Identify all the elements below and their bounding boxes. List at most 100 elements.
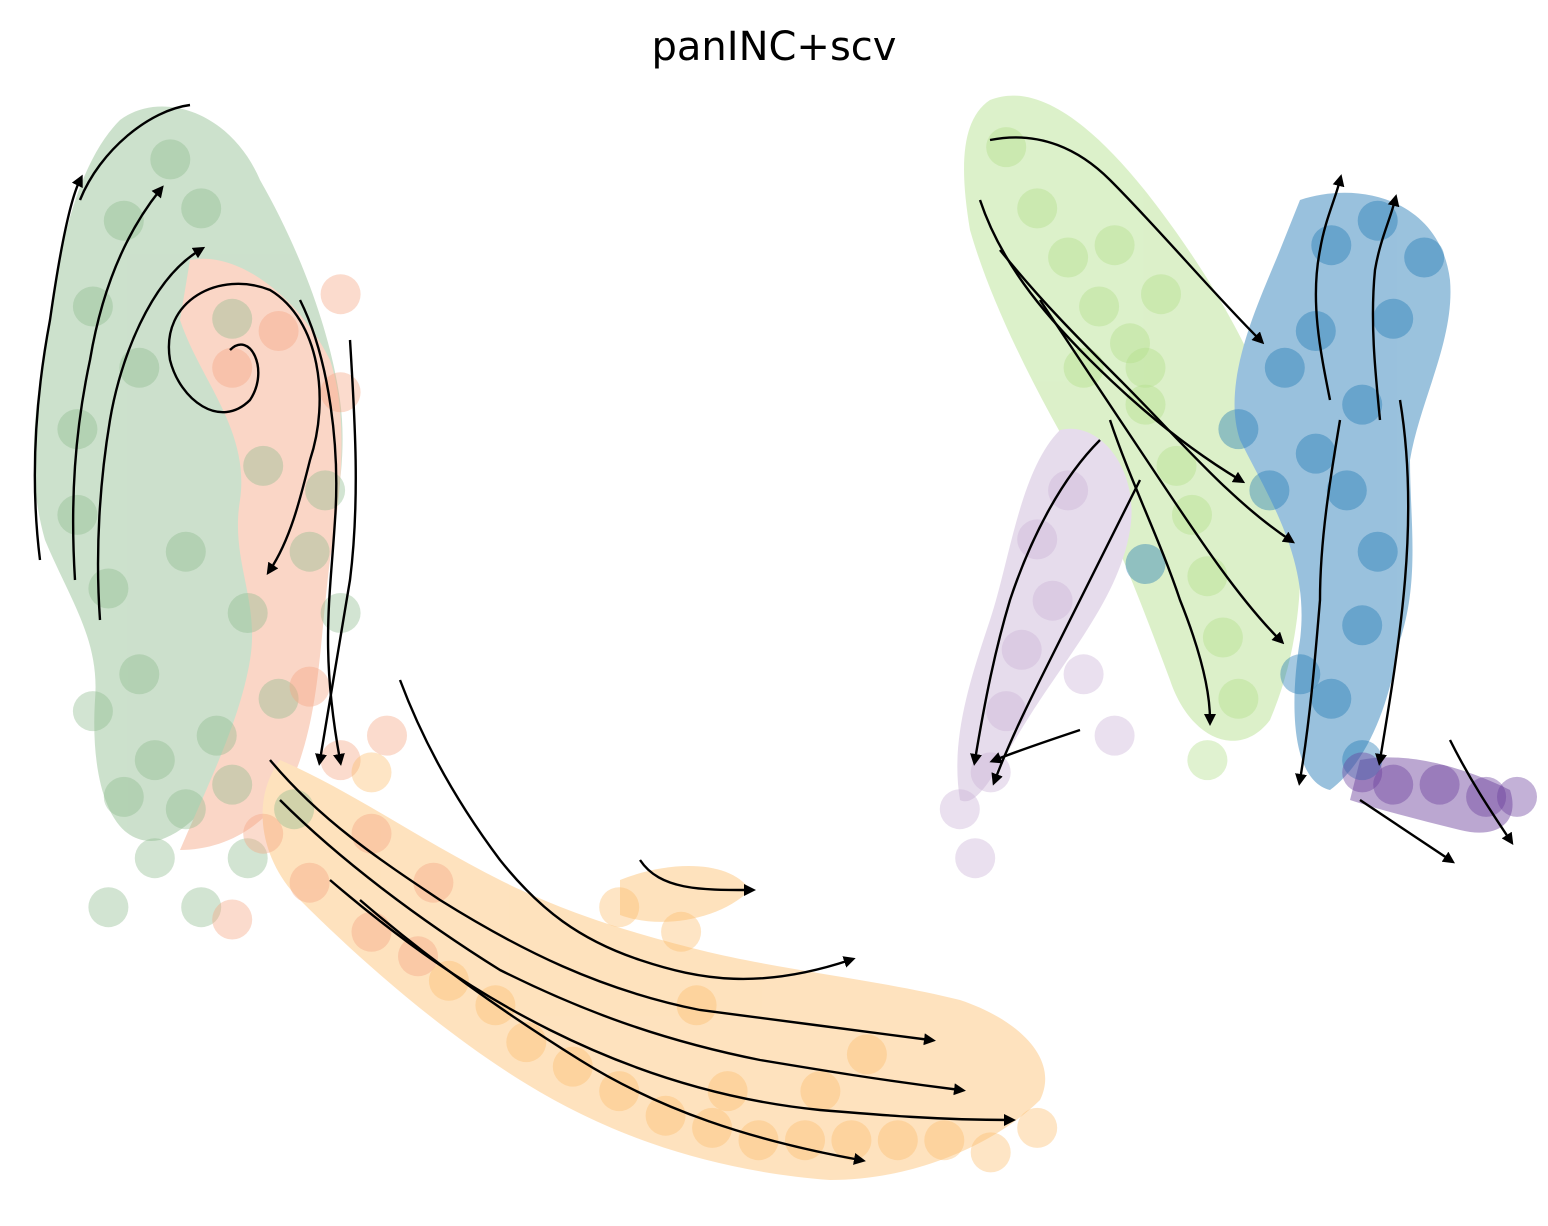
stream-left-up-3 (96, 246, 206, 621)
stream-orange-5 (398, 679, 856, 981)
cell-point (88, 568, 129, 609)
stream-purple-2 (1448, 739, 1514, 845)
cell-point (1187, 740, 1228, 781)
cell-point (1125, 347, 1166, 388)
cell-point (970, 1132, 1011, 1173)
cell-point (1156, 445, 1197, 486)
cell-point (1218, 409, 1259, 450)
cell-point (413, 862, 454, 903)
cloud-lavender-region (957, 428, 1132, 802)
cell-point (1063, 654, 1104, 695)
stream-blue-down-1 (1375, 399, 1410, 766)
cell-point (877, 1120, 918, 1161)
cell-point (1079, 286, 1120, 327)
stream-orange-2 (279, 799, 966, 1096)
cell-point (1357, 531, 1398, 572)
stream-green-right-1 (989, 136, 1265, 345)
cell-point (645, 1095, 686, 1136)
cell-point (1419, 764, 1460, 805)
cell-point (243, 445, 284, 486)
cell-point (1218, 678, 1259, 719)
stream-blue-down-2 (1295, 419, 1342, 786)
cell-point (88, 887, 129, 928)
chart-title: panINC+scv (651, 24, 897, 70)
cell-point (165, 789, 206, 830)
cell-point (707, 1071, 748, 1112)
cell-point (785, 1120, 825, 1161)
stream-lavender-3 (989, 728, 1081, 764)
cell-point (1187, 556, 1228, 597)
cell-point (103, 776, 144, 817)
cell-point (924, 1120, 965, 1161)
cell-point (243, 813, 284, 854)
cell-point (599, 1071, 640, 1112)
cell-point (351, 911, 392, 952)
cell-point (72, 286, 113, 327)
scatter-points (57, 127, 1537, 1173)
stream-left-top (78, 103, 191, 201)
cell-point (846, 1034, 887, 1075)
cell-point (1048, 237, 1089, 278)
cell-point (1017, 188, 1058, 229)
cell-point (227, 838, 268, 879)
streamlines (33, 103, 1514, 1165)
cell-point (1311, 678, 1352, 719)
cloud-salmon-region (180, 258, 342, 850)
cell-point (305, 470, 346, 511)
cell-point (165, 531, 206, 572)
cell-point (831, 1120, 872, 1161)
cell-point (428, 960, 469, 1001)
stream-green-right-2 (978, 199, 1246, 484)
cell-point (1063, 347, 1104, 388)
stream-spiral (167, 282, 321, 575)
cell-point (1373, 298, 1414, 339)
cell-point (1342, 740, 1383, 781)
stream-lavender-1 (970, 439, 1101, 766)
cell-point (72, 691, 113, 732)
cell-point (599, 887, 640, 928)
cell-point (320, 274, 361, 315)
cell-point (181, 188, 222, 229)
stream-purple-1 (1359, 799, 1455, 864)
cell-point (1311, 225, 1352, 266)
cell-point (196, 715, 237, 756)
stream-blue-up-1 (1314, 174, 1345, 401)
cell-point (134, 740, 175, 781)
cell-point (1264, 347, 1305, 388)
cloud-green-region (33, 106, 343, 841)
cell-point (1017, 519, 1058, 560)
cell-point (738, 1120, 779, 1161)
cell-point (1110, 323, 1150, 364)
cell-point (1404, 237, 1445, 278)
cell-point (1001, 629, 1042, 670)
cell-point (289, 531, 330, 572)
cell-point (661, 911, 702, 952)
stream-left-up-1 (33, 174, 83, 561)
cell-point (258, 678, 299, 719)
cell-point (506, 1022, 547, 1063)
cell-point (367, 715, 407, 756)
cell-point (351, 752, 392, 793)
cell-point (1342, 384, 1383, 425)
cell-point (212, 899, 253, 940)
cell-point (258, 311, 299, 351)
cell-point (1032, 580, 1073, 621)
cell-point (552, 1046, 593, 1087)
cell-point (986, 127, 1027, 168)
stream-left-up-2 (71, 185, 164, 581)
cell-point (351, 813, 392, 854)
cell-point (1172, 494, 1212, 535)
cell-point (150, 139, 191, 180)
cell-point (227, 593, 268, 633)
stream-down-right-2 (298, 299, 345, 766)
stream-green-right-4 (1039, 299, 1285, 645)
cell-clouds (33, 95, 1513, 1180)
stream-down-right-1 (315, 339, 357, 766)
cell-point (1342, 605, 1383, 646)
cell-point (181, 887, 222, 928)
cell-point (1094, 225, 1135, 266)
stream-lavender-2 (991, 479, 1142, 786)
cell-point (1497, 776, 1537, 817)
cell-point (1342, 752, 1383, 793)
